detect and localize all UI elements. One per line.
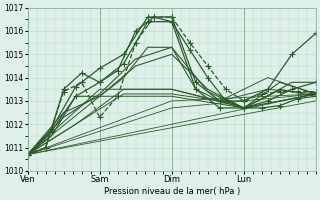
X-axis label: Pression niveau de la mer( hPa ): Pression niveau de la mer( hPa ): [104, 187, 240, 196]
